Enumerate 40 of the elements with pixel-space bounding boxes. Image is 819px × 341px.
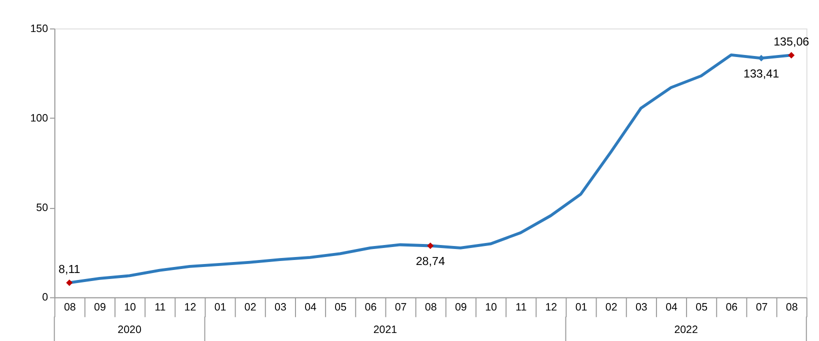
x-tick-label: 09 bbox=[455, 301, 467, 314]
x-tick-label: 05 bbox=[334, 301, 347, 314]
x-tick-label: 03 bbox=[635, 301, 648, 314]
x-tick-label: 09 bbox=[94, 301, 106, 314]
point bbox=[788, 52, 795, 58]
x-tick-label: 08 bbox=[424, 301, 437, 314]
point bbox=[758, 54, 765, 62]
data-label: 133,41 bbox=[743, 68, 780, 81]
x-tick-label: 05 bbox=[696, 301, 708, 314]
x-tick-label: 07 bbox=[756, 301, 768, 314]
text: 2022 bbox=[674, 324, 698, 336]
x-tick-label: 07 bbox=[394, 301, 407, 314]
y-tick-label: 100 bbox=[30, 112, 48, 124]
x-tick-label: 01 bbox=[214, 301, 226, 314]
x-tick-label: 02 bbox=[605, 301, 618, 314]
x-tick-label: 12 bbox=[184, 301, 196, 314]
x-tick-label: 06 bbox=[726, 301, 738, 314]
point bbox=[427, 242, 434, 249]
text: 2021 bbox=[373, 324, 398, 336]
x-tick-label: 12 bbox=[545, 301, 558, 314]
x-tick-label: 08 bbox=[64, 301, 76, 314]
x-tick-label: 01 bbox=[575, 301, 588, 314]
y-tick-label: 150 bbox=[30, 22, 48, 35]
x-tick-label: 11 bbox=[154, 301, 166, 314]
x-tick-label: 10 bbox=[485, 301, 498, 314]
x-tick-label: 10 bbox=[124, 301, 136, 314]
data-label: 8,11 bbox=[58, 263, 80, 276]
x-tick-label: 04 bbox=[304, 301, 317, 314]
x-tick-label: 03 bbox=[274, 301, 286, 314]
data-label: 135,06 bbox=[774, 36, 810, 49]
y-tick-label: 50 bbox=[36, 202, 48, 214]
x-tick-label: 04 bbox=[666, 301, 678, 314]
x-tick-label: 08 bbox=[786, 301, 798, 314]
point bbox=[66, 279, 73, 286]
x-tick-label: 11 bbox=[516, 301, 527, 314]
y-tick-label: 0 bbox=[42, 292, 48, 304]
text: 2020 bbox=[118, 324, 142, 336]
data-label: 28,74 bbox=[416, 255, 446, 268]
x-tick-label: 06 bbox=[364, 301, 377, 314]
x-tick-label: 02 bbox=[244, 301, 256, 314]
